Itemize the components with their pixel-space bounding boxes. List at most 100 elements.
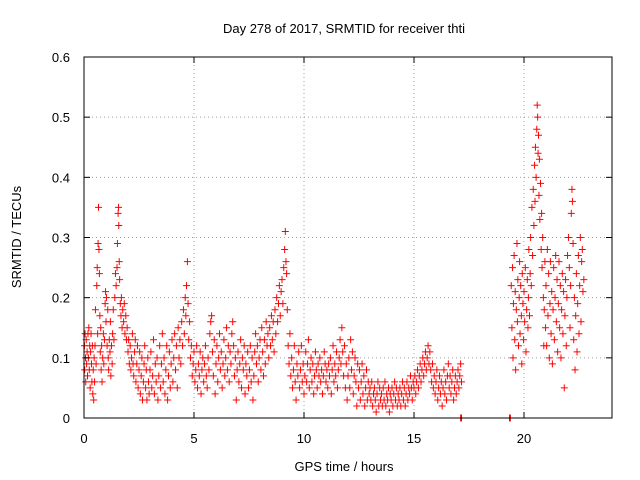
data-point (527, 234, 535, 241)
data-point (146, 366, 154, 374)
data-point (233, 366, 241, 374)
data-point (115, 258, 123, 266)
data-point (115, 221, 123, 229)
data-point (134, 384, 142, 392)
data-point (521, 318, 529, 326)
data-point (105, 366, 113, 374)
data-point (280, 264, 288, 272)
data-point (109, 306, 117, 314)
chart-title: Day 278 of 2017, SRMTID for receiver tht… (223, 21, 465, 36)
data-point (456, 372, 464, 380)
y-axis-label: SRMTID / TECUs (9, 185, 24, 288)
data-point (291, 378, 299, 386)
data-point (157, 360, 165, 368)
data-point (554, 300, 562, 308)
data-point (545, 270, 553, 278)
data-point (160, 354, 168, 362)
data-point (132, 378, 140, 386)
data-point (205, 366, 213, 374)
data-point (306, 366, 314, 374)
data-point (97, 366, 105, 374)
data-point (545, 354, 553, 362)
data-point (149, 372, 157, 380)
data-point (537, 179, 544, 187)
y-tick-labels: 0 0.1 0.2 0.3 0.4 0.5 0.6 (52, 50, 70, 426)
data-point (531, 161, 539, 169)
data-point (135, 366, 143, 374)
data-point (86, 384, 94, 392)
data-point (278, 276, 286, 284)
data-point (245, 384, 253, 392)
data-point (578, 246, 586, 254)
data-point (510, 252, 518, 260)
data-point (406, 390, 414, 398)
y-tick-label: 0.4 (52, 170, 70, 185)
data-point (426, 348, 434, 356)
data-point (515, 342, 522, 350)
data-point (100, 360, 108, 368)
data-point (151, 360, 159, 368)
data-point (265, 354, 273, 362)
data-point (264, 330, 272, 338)
data-point (391, 378, 399, 386)
data-point (238, 354, 246, 362)
data-point (423, 354, 431, 362)
data-point (177, 360, 185, 368)
data-point (131, 336, 139, 344)
data-point (562, 276, 570, 284)
data-point (173, 384, 181, 392)
data-point (249, 396, 257, 404)
data-point (245, 366, 253, 374)
data-point (150, 390, 158, 398)
data-point (320, 348, 328, 356)
data-point (433, 366, 441, 374)
data-point (111, 270, 119, 278)
data-point (574, 300, 582, 308)
data-point (342, 360, 350, 368)
data-point (522, 348, 530, 356)
data-point (192, 366, 200, 374)
data-point (113, 264, 121, 272)
data-point (353, 402, 361, 410)
data-point (91, 306, 99, 314)
data-point (87, 348, 95, 356)
data-point (372, 408, 380, 416)
data-point (194, 384, 202, 392)
data-point (325, 360, 333, 368)
data-point (179, 306, 187, 314)
data-point (230, 372, 238, 380)
data-point (454, 366, 462, 374)
data-point (181, 294, 189, 302)
data-point (122, 312, 130, 320)
data-point (401, 402, 409, 410)
data-point (369, 402, 377, 410)
data-point (348, 348, 356, 356)
data-point (208, 312, 216, 320)
data-point (158, 330, 166, 338)
data-point (576, 234, 584, 241)
data-point (91, 378, 99, 386)
data-point (147, 348, 155, 356)
data-point (542, 324, 550, 332)
data-point (574, 252, 582, 260)
data-point (108, 342, 115, 350)
data-point (552, 252, 560, 260)
data-point (412, 390, 420, 398)
data-point (517, 312, 525, 320)
data-point (570, 294, 578, 302)
data-point (244, 348, 252, 356)
data-point (209, 372, 217, 380)
data-point (152, 378, 160, 386)
data-point (553, 276, 561, 284)
data-point (326, 354, 334, 362)
data-point (190, 348, 198, 356)
data-point (211, 390, 219, 398)
data-point (172, 366, 180, 374)
data-point (240, 342, 248, 350)
data-point (333, 348, 341, 356)
data-point (268, 336, 276, 344)
data-point (573, 348, 581, 356)
data-point (272, 330, 280, 338)
data-point (110, 336, 118, 344)
y-tick-label: 0 (63, 411, 70, 426)
